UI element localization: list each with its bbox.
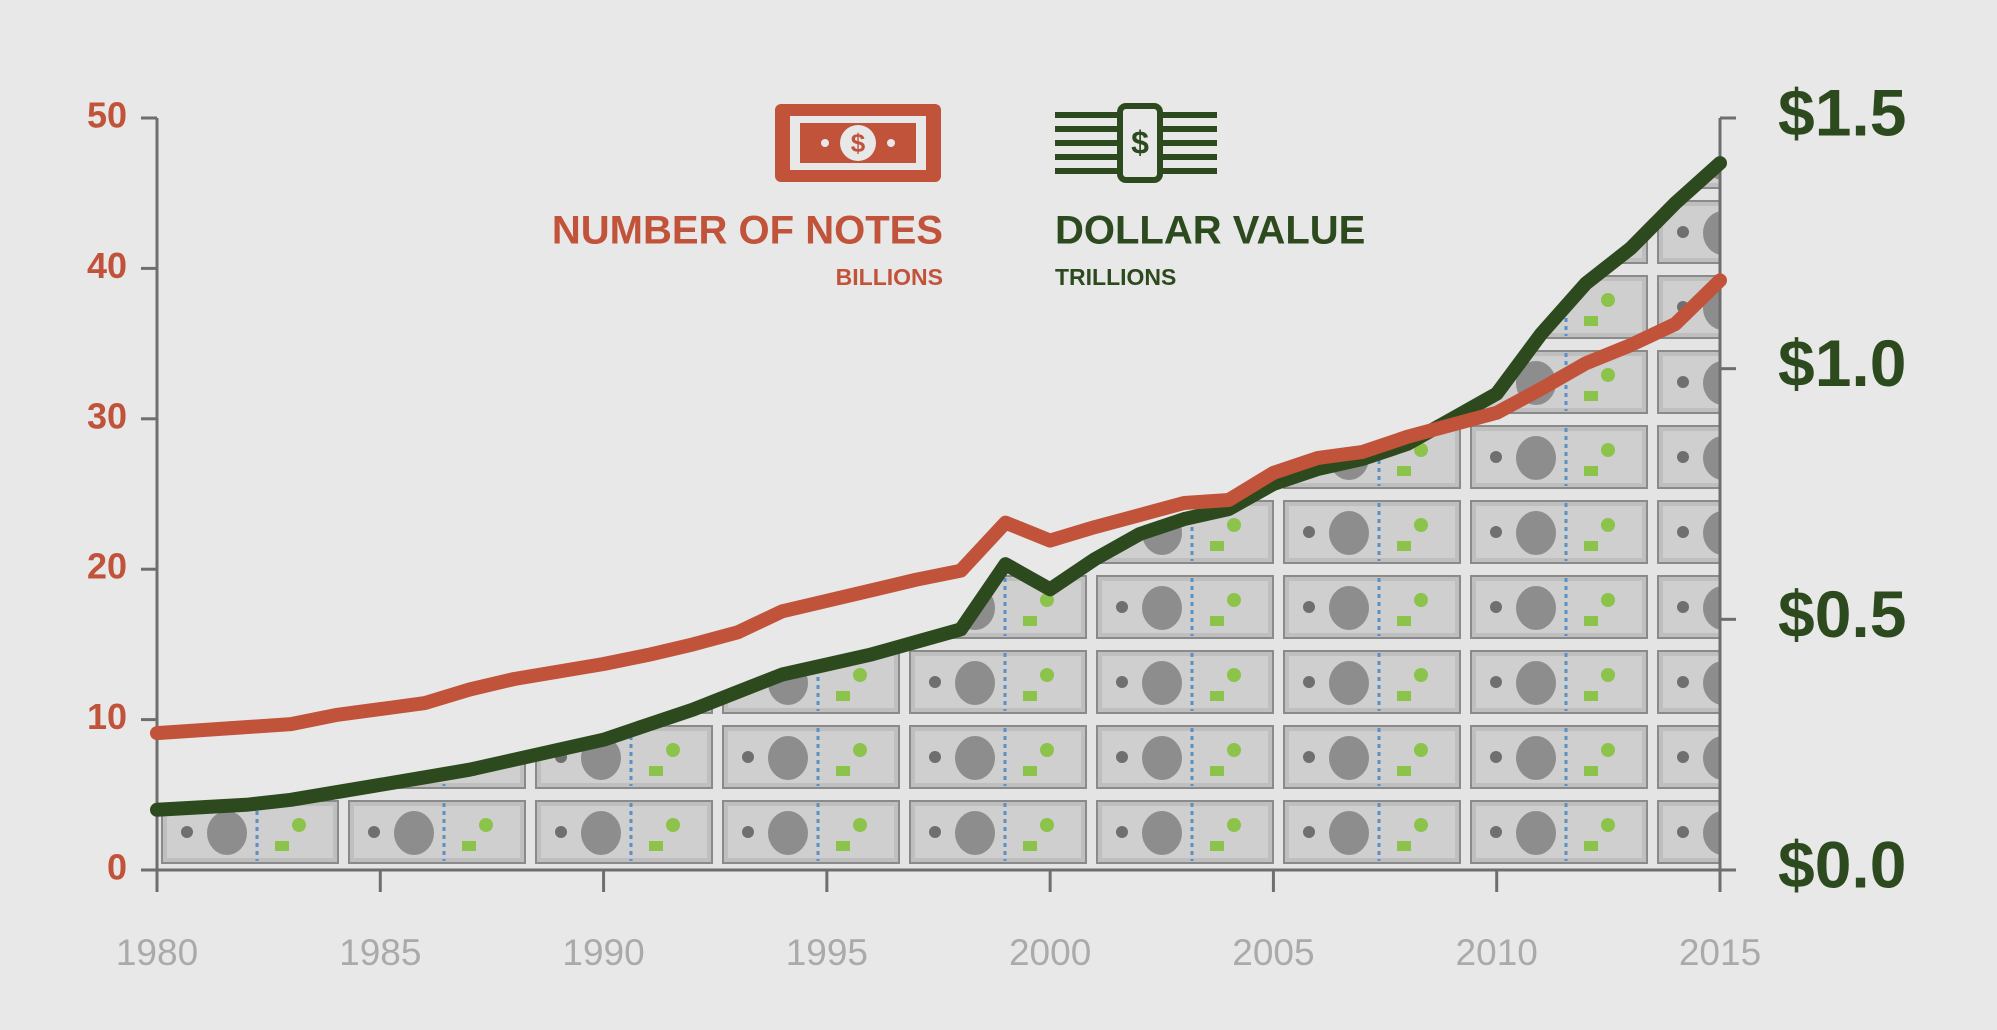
line [150,273,1727,741]
legend: $ $ NUMBER OF NOTES BILLIONS DOLLAR VALU… [552,103,1365,290]
y2-tick-label: $0.0 [1778,827,1906,901]
y-tick-label: 40 [87,245,127,286]
legend-unit: TRILLIONS [1055,264,1176,290]
y-tick-label: 50 [87,95,127,136]
y2-tick-label: $1.0 [1778,326,1906,400]
x-tick-label: 1995 [786,932,868,973]
x-tick-label: 2015 [1679,932,1761,973]
x-tick-label: 2000 [1009,932,1091,973]
y-tick-label: 0 [107,847,127,888]
x-tick-label: 1985 [339,932,421,973]
value-icon: $ [1055,103,1217,183]
x-tick-label: 1980 [116,932,198,973]
legend-unit: BILLIONS [836,264,943,290]
x-tick-label: 2005 [1232,932,1314,973]
y2-tick-label: $1.5 [1778,75,1906,149]
legend-label: NUMBER OF NOTES [552,209,943,253]
svg-text:$: $ [1131,124,1149,160]
svg-text:$: $ [851,128,866,158]
plot: 0 10 20 30 40 50 $0.0 $0.5 $1.0 $1.5 1980 1985 1990 1… [87,75,1907,972]
y-tick-label: 10 [87,696,127,737]
y-tick-label: 20 [87,546,127,587]
y-tick-label: 30 [87,395,127,436]
x-tick-label: 1990 [562,932,644,973]
y2-tick-label: $0.5 [1778,577,1906,651]
x-tick-label: 2010 [1456,932,1538,973]
area [157,163,1720,871]
line [150,156,1727,817]
notes-icon: $ [775,104,941,182]
legend-label: DOLLAR VALUE [1055,209,1365,253]
